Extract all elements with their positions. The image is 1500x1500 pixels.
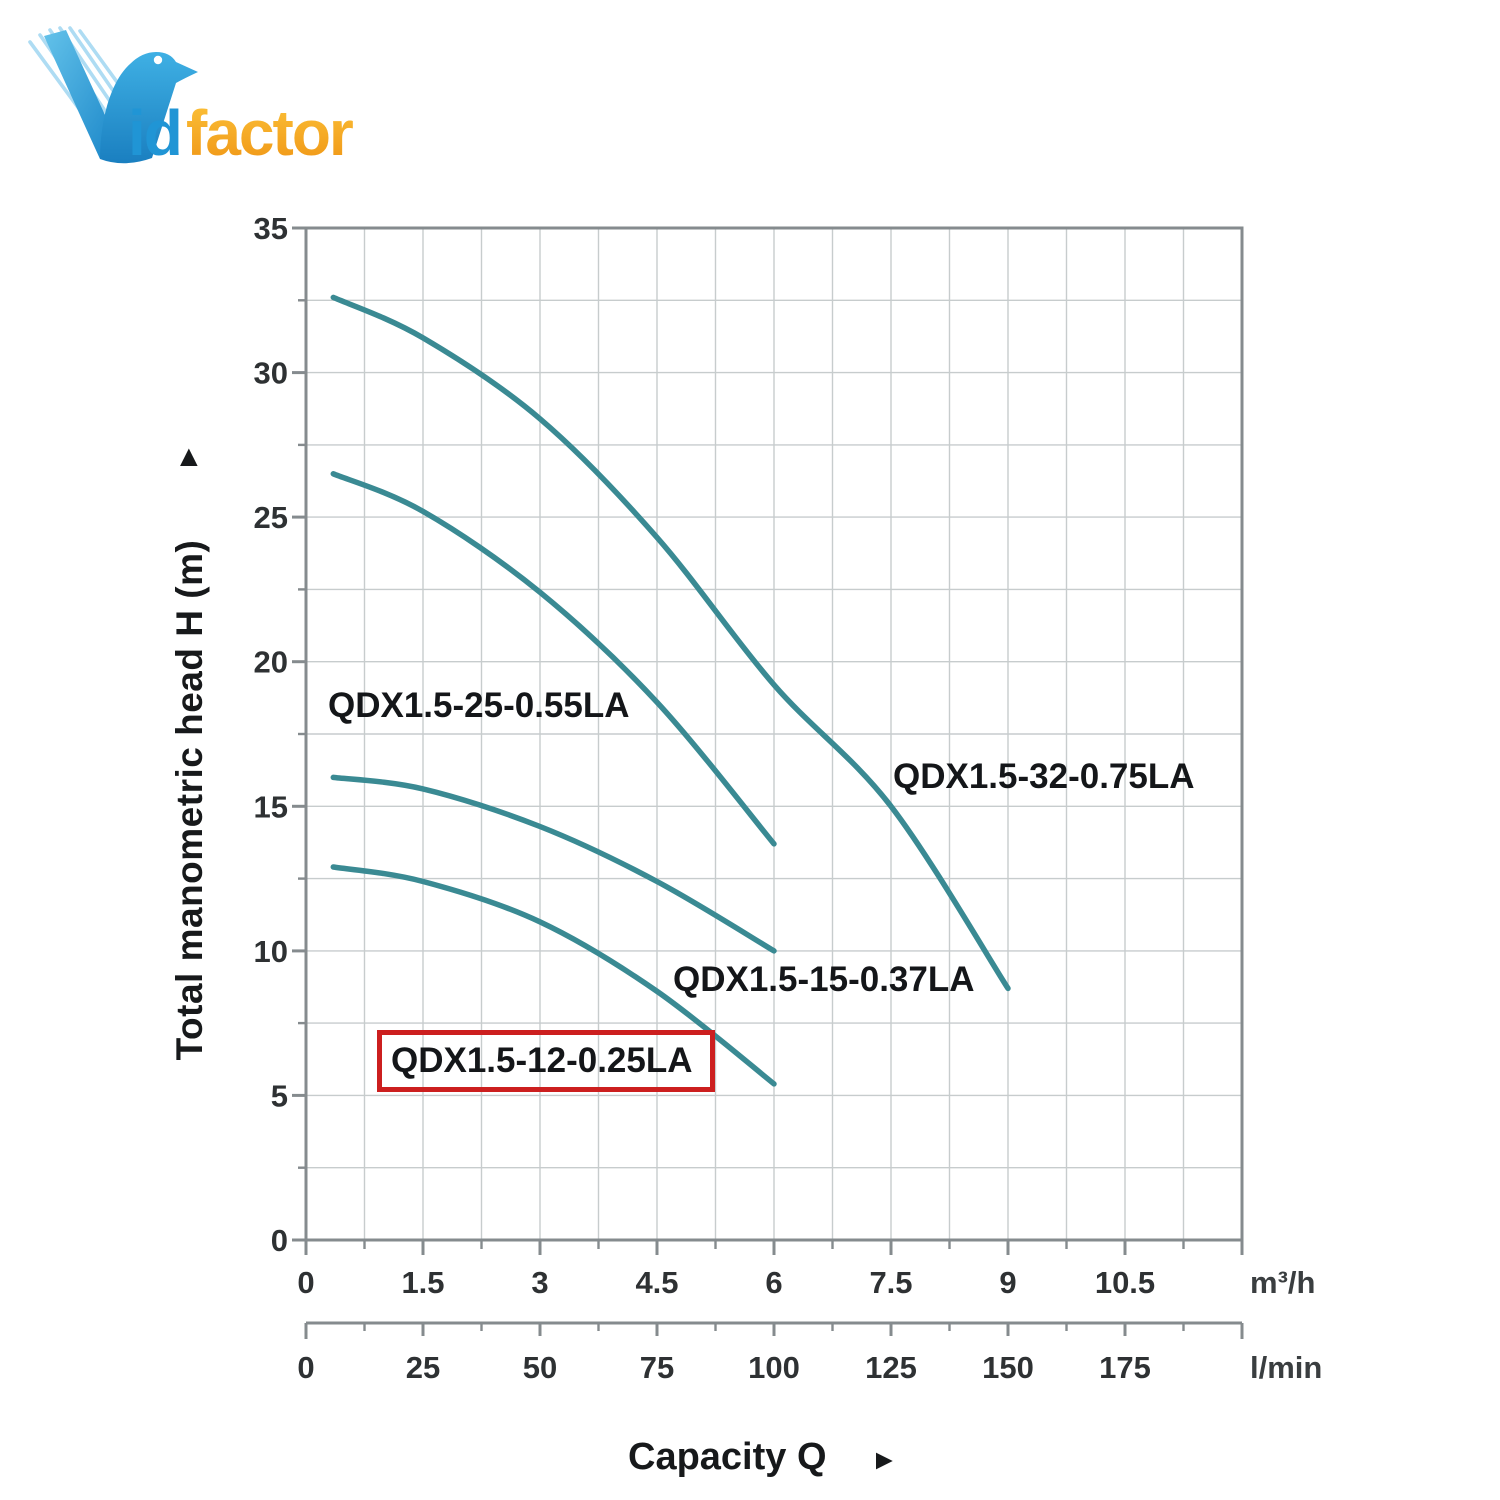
x-axis-secondary-unit: l/min bbox=[1250, 1350, 1322, 1385]
y-tick-label: 20 bbox=[254, 645, 288, 680]
y-tick-label: 10 bbox=[254, 934, 288, 969]
x-tick-label: 1.5 bbox=[401, 1265, 444, 1300]
x-axis-secondary-labels: 0 25 50 75 100 125 150 175 l/min bbox=[297, 1350, 1322, 1385]
highlight-box: QDX1.5-12-0.25LA bbox=[377, 1030, 715, 1092]
x-tick-label: 6 bbox=[765, 1265, 782, 1300]
x-tick-label: 3 bbox=[531, 1265, 548, 1300]
y-axis-arrow-icon: ▲ bbox=[174, 440, 204, 473]
lmin-tick-label: 75 bbox=[640, 1350, 674, 1385]
bird-icon bbox=[100, 52, 198, 164]
x-tick-label: 10.5 bbox=[1095, 1265, 1155, 1300]
y-tick-label: 25 bbox=[254, 500, 288, 535]
y-axis-labels: 0 5 10 15 20 25 30 35 bbox=[254, 211, 288, 1258]
vidfactor-logo: id factor bbox=[28, 22, 388, 197]
curve-QDX1.5-12-0.25LA bbox=[330, 864, 777, 1087]
y-tick-label: 30 bbox=[254, 356, 288, 391]
curve-QDX1.5-32-0.75LA bbox=[330, 294, 1011, 992]
curve-QDX1.5-15-0.37LA bbox=[330, 774, 777, 954]
lmin-tick-label: 175 bbox=[1099, 1350, 1151, 1385]
logo-v-stroke bbox=[44, 30, 122, 159]
bird-eye bbox=[153, 55, 163, 65]
curve-QDX1.5-25-0.55LA bbox=[330, 471, 777, 847]
lmin-tick-label: 0 bbox=[297, 1350, 314, 1385]
curve-label-qdx15-25: QDX1.5-25-0.55LA bbox=[328, 686, 630, 725]
y-tick-label: 35 bbox=[254, 211, 288, 246]
x-axis-secondary bbox=[304, 1321, 1244, 1339]
y-tick-label: 5 bbox=[271, 1078, 288, 1113]
gridlines bbox=[306, 228, 1242, 1240]
x-axis-primary-unit: m³/h bbox=[1250, 1265, 1315, 1300]
lmin-tick-label: 125 bbox=[865, 1350, 917, 1385]
lmin-tick-label: 100 bbox=[748, 1350, 800, 1385]
x-axis-title-group: Capacity Q ► bbox=[628, 1436, 898, 1479]
logo-text-factor: factor bbox=[186, 97, 353, 169]
x-tick-label: 4.5 bbox=[635, 1265, 678, 1300]
x-axis-arrow-icon: ► bbox=[870, 1443, 899, 1475]
x-axis-primary-ticks bbox=[304, 1240, 1244, 1255]
curve-label-qdx15-15: QDX1.5-15-0.37LA bbox=[673, 960, 975, 999]
x-tick-label: 7.5 bbox=[869, 1265, 912, 1300]
y-tick-label: 15 bbox=[254, 789, 288, 824]
lmin-tick-label: 50 bbox=[523, 1350, 557, 1385]
x-axis-primary-labels: 0 1.5 3 4.5 6 7.5 9 10.5 m³/h bbox=[297, 1265, 1315, 1300]
y-axis-title: Total manometric head H (m) bbox=[169, 539, 210, 1061]
x-tick-label: 0 bbox=[297, 1265, 314, 1300]
lmin-tick-label: 25 bbox=[406, 1350, 440, 1385]
curve-label-qdx15-32: QDX1.5-32-0.75LA bbox=[893, 757, 1195, 796]
logo-graphic: id factor bbox=[28, 26, 355, 169]
pump-curves bbox=[330, 294, 1011, 1087]
x-axis-title: Capacity Q bbox=[628, 1436, 827, 1478]
x-tick-label: 9 bbox=[999, 1265, 1016, 1300]
logo-text-id: id bbox=[128, 97, 181, 169]
lmin-tick-label: 150 bbox=[982, 1350, 1034, 1385]
curve-label-qdx15-12: QDX1.5-12-0.25LA bbox=[391, 1041, 693, 1080]
y-tick-label: 0 bbox=[271, 1223, 288, 1258]
y-axis-ticks bbox=[292, 226, 306, 1242]
